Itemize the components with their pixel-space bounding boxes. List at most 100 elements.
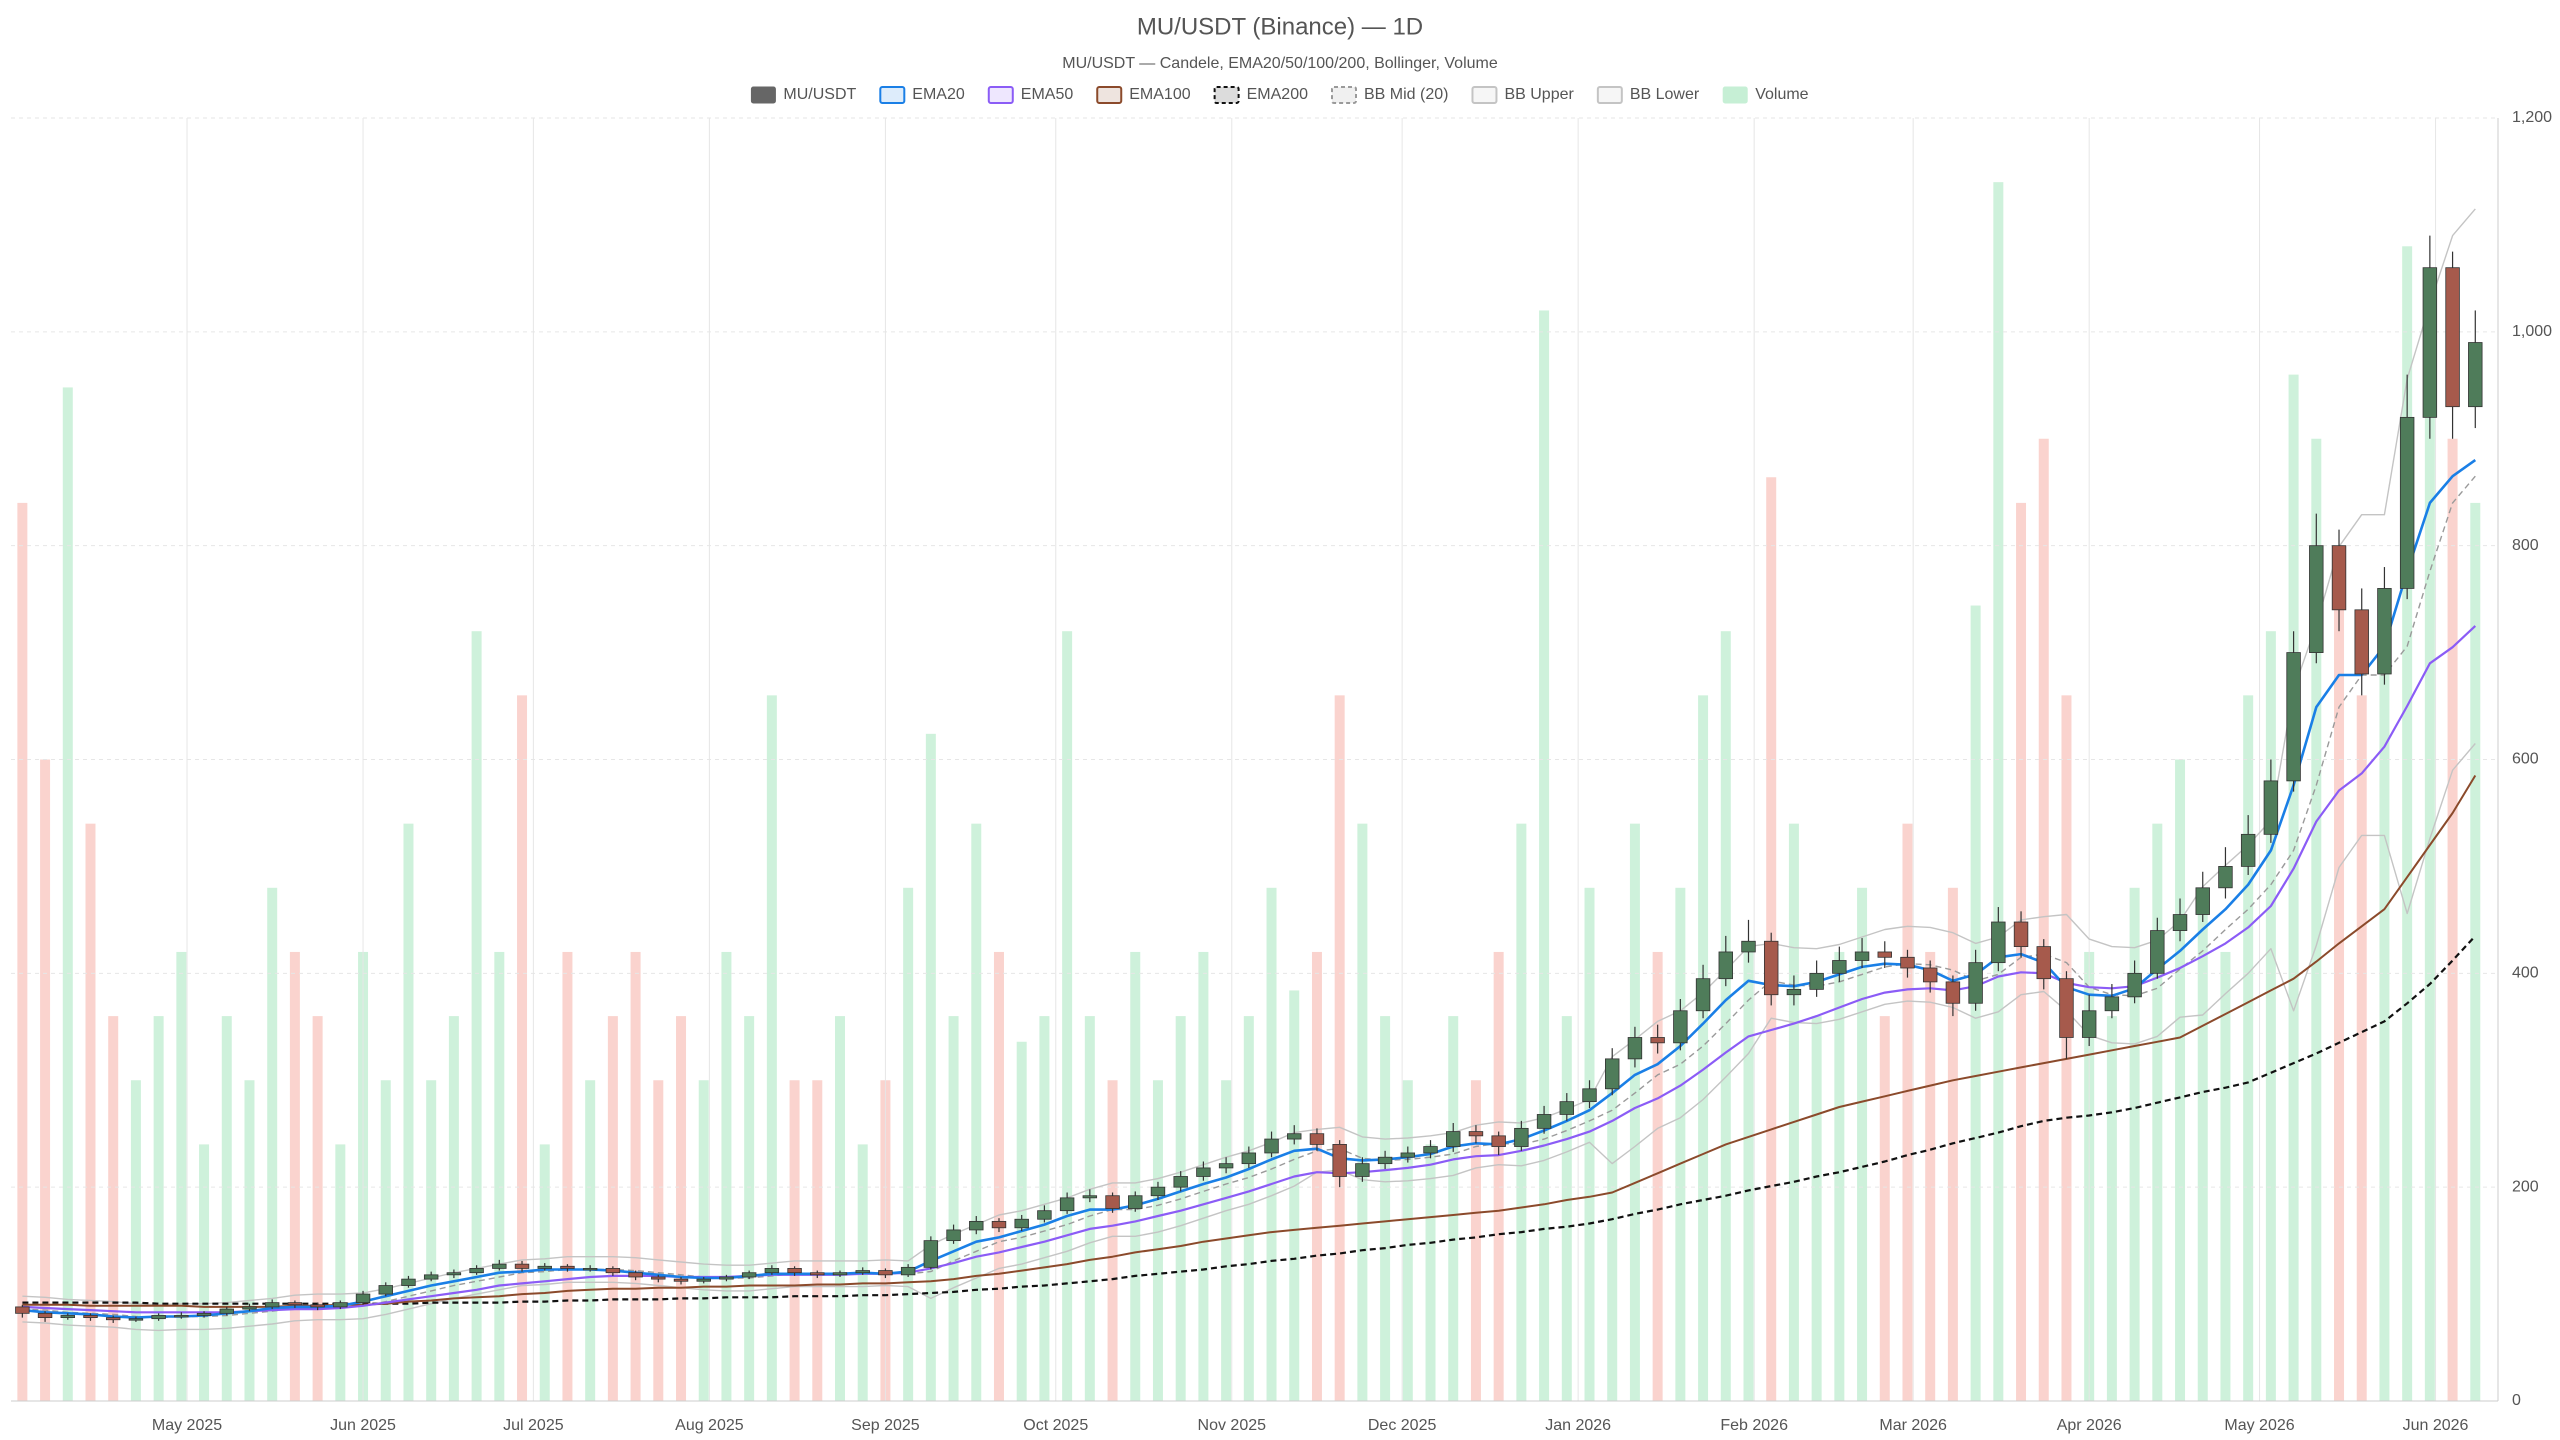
volume-bar (244, 1080, 255, 1401)
candle-body (1605, 1058, 1620, 1090)
volume-bar (993, 951, 1004, 1401)
legend-swatch (750, 86, 776, 104)
candle-body (1150, 1186, 1166, 1197)
candle-body (1559, 1101, 1575, 1115)
candle-body (2013, 921, 2029, 948)
legend-swatch (1213, 86, 1240, 104)
candle-body (1059, 1197, 1075, 1212)
candle-body (1014, 1218, 1029, 1229)
candle-body (2354, 609, 2369, 675)
volume-bar (1516, 823, 1527, 1401)
legend-label: EMA100 (1129, 86, 1190, 103)
candle-body (855, 1270, 870, 1274)
x-tick-label: May 2025 (152, 1417, 222, 1434)
legend-swatch (1471, 86, 1498, 104)
candle-body (946, 1229, 961, 1242)
volume-bar (1470, 1080, 1481, 1401)
volume-bar (1720, 631, 1731, 1401)
volume-bar (2106, 1016, 2117, 1401)
volume-bar (1788, 823, 1799, 1401)
candle-body (878, 1270, 893, 1276)
volume-bar (1152, 1080, 1163, 1401)
indicator-line (22, 935, 2477, 1305)
candle-body (1332, 1144, 1347, 1177)
y-tick-label: 600 (2512, 751, 2539, 768)
volume-bar (1698, 695, 1709, 1401)
candle-body (2309, 545, 2324, 653)
volume-bar (789, 1080, 800, 1401)
candle-body (1968, 962, 1983, 1004)
volume-bar (403, 823, 414, 1401)
candle-body (310, 1304, 325, 1308)
candle-body (787, 1268, 802, 1274)
candle-body (2445, 267, 2460, 408)
candle-body (378, 1285, 393, 1295)
candle-body (764, 1268, 780, 1274)
volume-bar (2334, 567, 2345, 1401)
volume-bar (335, 1144, 346, 1401)
candle-body (196, 1312, 212, 1316)
volume-bar (1357, 823, 1368, 1401)
candle-body (2468, 342, 2483, 408)
volume-bar (925, 733, 936, 1401)
candle-body (219, 1308, 234, 1314)
volume-bar (562, 951, 573, 1401)
candle-body (1264, 1138, 1279, 1154)
legend-swatch (1596, 86, 1623, 104)
candle-body (2104, 996, 2120, 1012)
candle-body (1309, 1133, 1325, 1145)
candle-body (1355, 1163, 1370, 1177)
legend-label: EMA50 (1021, 86, 1074, 103)
volume-bar (1925, 951, 1936, 1401)
legend-label: BB Mid (20) (1364, 86, 1448, 103)
volume-bar (539, 1144, 550, 1401)
volume-bar (2447, 438, 2458, 1401)
volume-bar (1652, 951, 1663, 1401)
volume-bar (1584, 887, 1595, 1401)
volume-bar (812, 1080, 823, 1401)
volume-bar (2220, 951, 2231, 1401)
volume-bar (1380, 1016, 1391, 1401)
volume-bar (1221, 1080, 1232, 1401)
candle-body (2331, 545, 2347, 611)
candle-body (287, 1302, 303, 1306)
legend-label: BB Lower (1630, 86, 1700, 103)
candle-body (1218, 1163, 1234, 1169)
volume-bar (267, 887, 278, 1401)
volume-bar (1561, 1016, 1572, 1401)
candle-body (2127, 972, 2142, 998)
chart-title: MU/USDT (Binance) — 1D (1137, 13, 1423, 40)
candle-body (582, 1268, 598, 1271)
volume-bar (585, 1080, 596, 1401)
volume-bar (153, 1016, 164, 1401)
volume-bar (698, 1080, 709, 1401)
candle-body (1128, 1195, 1143, 1209)
volume-bar (221, 1016, 232, 1401)
candle-body (1832, 960, 1847, 974)
candle-body (1945, 981, 1961, 1004)
volume-bar (1289, 990, 1300, 1401)
volume-bar (2129, 887, 2140, 1401)
volume-bar (85, 823, 96, 1401)
candle-body (469, 1268, 484, 1274)
candle-body (900, 1266, 916, 1276)
x-tick-label: Apr 2026 (2057, 1417, 2122, 1434)
candle-body (1468, 1131, 1484, 1137)
volume-bar (676, 1016, 687, 1401)
candle-body (174, 1315, 189, 1318)
candle-body (1446, 1131, 1461, 1147)
volume-bar (2175, 759, 2186, 1401)
candle-body (719, 1276, 734, 1280)
candle-body (628, 1272, 643, 1278)
y-tick-label: 400 (2512, 965, 2539, 982)
candle-body (1400, 1152, 1416, 1158)
volume-bar (130, 1080, 141, 1401)
candle-body (1196, 1167, 1211, 1177)
y-tick-label: 800 (2512, 537, 2539, 554)
legend-swatch (1722, 86, 1748, 104)
volume-bar (426, 1080, 437, 1401)
candle-body (1423, 1146, 1438, 1154)
volume-bar (1629, 823, 1640, 1401)
x-tick-label: Aug 2025 (675, 1417, 744, 1434)
candle-body (2195, 887, 2210, 915)
